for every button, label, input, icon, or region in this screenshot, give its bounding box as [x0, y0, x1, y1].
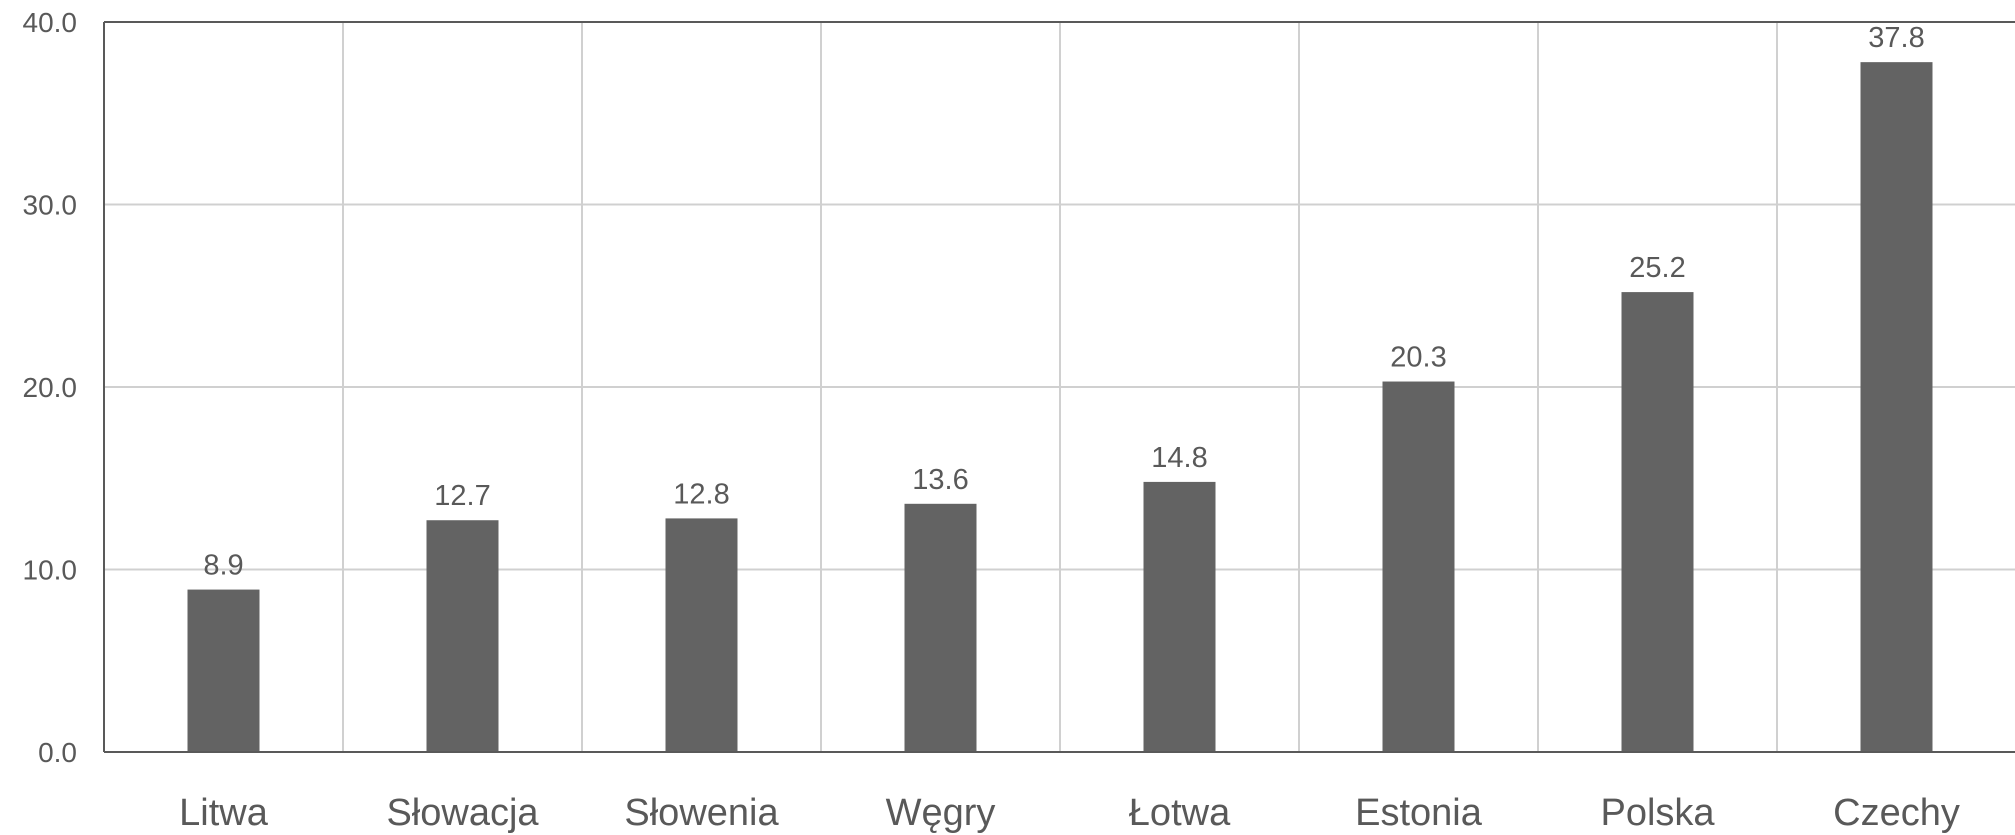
bar	[187, 589, 260, 752]
category-label: Słowenia	[624, 792, 779, 834]
y-tick-label: 0.0	[38, 737, 77, 768]
gridlines	[104, 21, 2015, 753]
y-tick-label: 10.0	[23, 555, 78, 586]
axes	[103, 21, 2015, 753]
category-label: Litwa	[179, 792, 269, 834]
bar	[1860, 62, 1933, 752]
y-tick-label: 40.0	[23, 7, 78, 38]
data-label: 12.7	[434, 480, 490, 512]
category-label: Węgry	[886, 792, 996, 834]
category-label: Słowacja	[386, 792, 539, 834]
bar	[426, 520, 499, 752]
bar	[904, 503, 977, 752]
data-label: 14.8	[1151, 442, 1207, 474]
bars	[187, 62, 1933, 752]
bar	[1382, 381, 1455, 752]
bar	[1621, 292, 1694, 752]
bar	[665, 518, 738, 752]
category-label: Czechy	[1833, 792, 1960, 834]
category-label: Estonia	[1355, 792, 1483, 834]
y-tick-label: 30.0	[23, 190, 78, 221]
y-tick-label: 20.0	[23, 372, 78, 403]
data-label: 8.9	[203, 550, 243, 582]
data-label: 25.2	[1629, 252, 1685, 284]
data-label: 37.8	[1868, 22, 1924, 54]
labels: 0.0 10.0 20.0 30.0 40.0 8.9 Litwa 12.7 Słowacja 1…	[23, 7, 1960, 834]
data-label: 13.6	[912, 464, 968, 496]
bar	[1143, 481, 1216, 752]
data-label: 20.3	[1390, 342, 1446, 374]
data-label: 12.8	[673, 478, 729, 510]
category-label: Łotwa	[1129, 792, 1231, 834]
category-label: Polska	[1600, 792, 1715, 834]
